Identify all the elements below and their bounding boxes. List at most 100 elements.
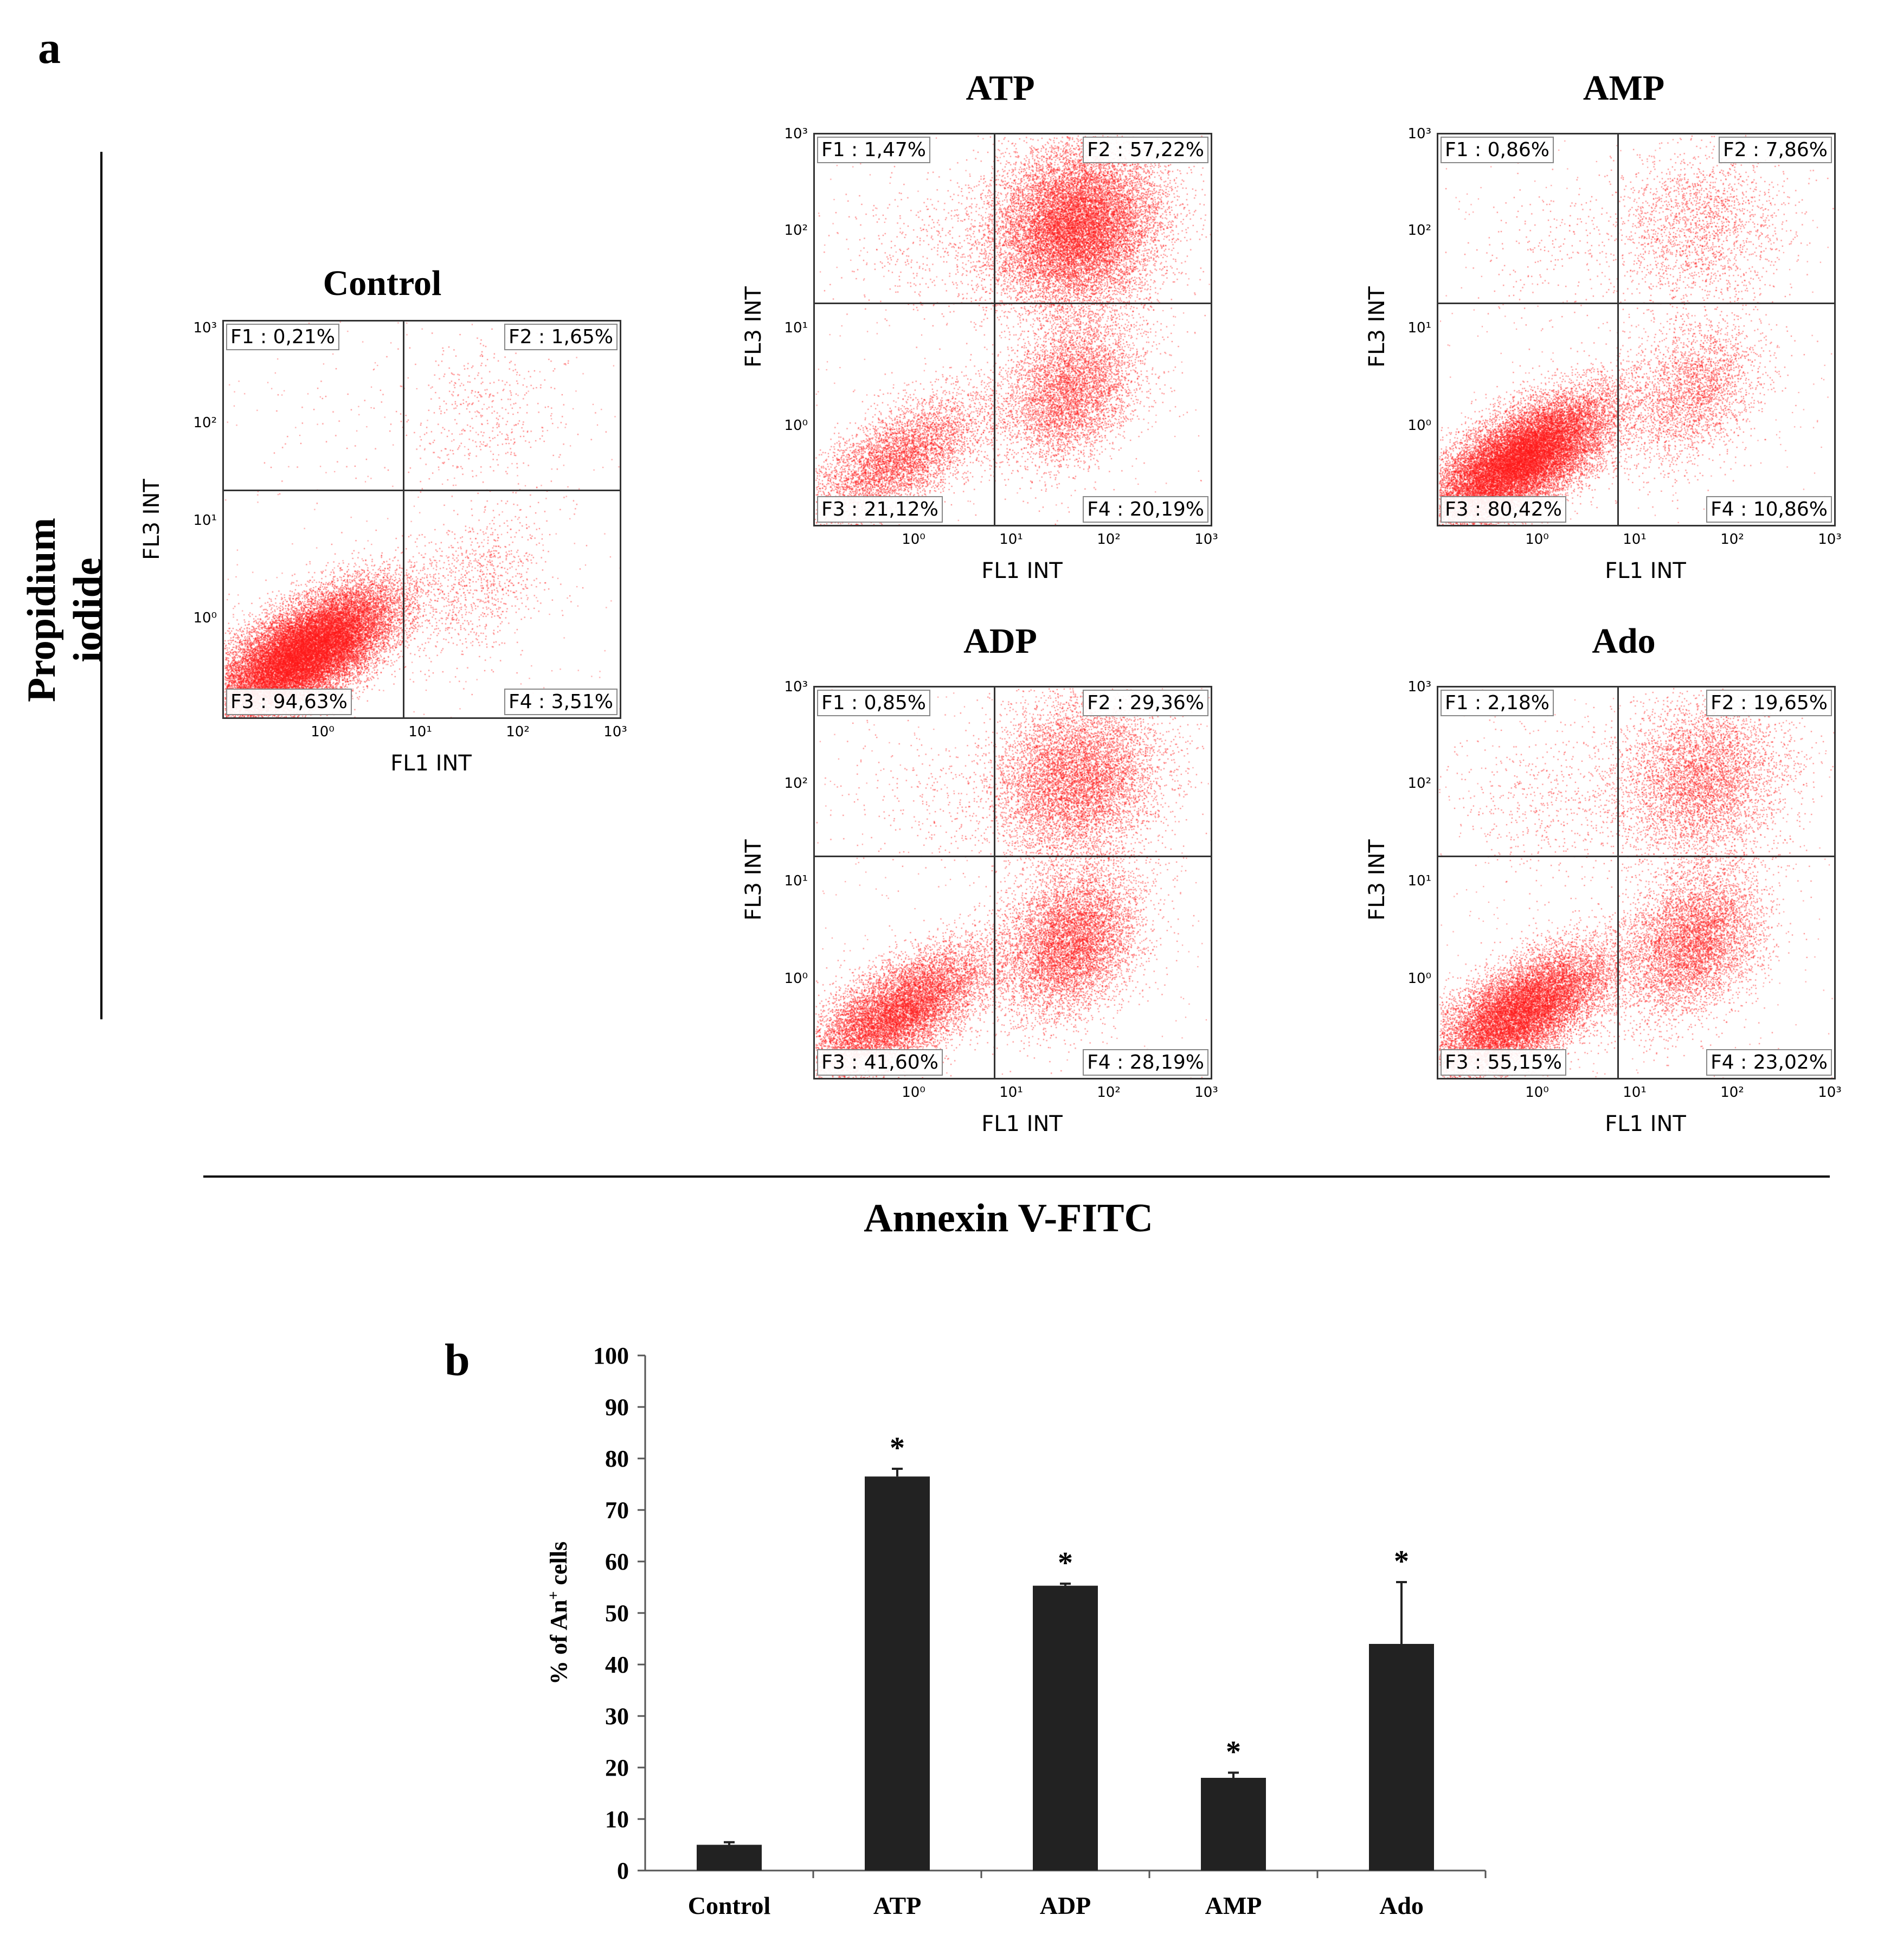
- y-tick: 10¹: [193, 512, 217, 529]
- y-tick: 10⁰: [1407, 971, 1431, 987]
- y-tick: 10²: [784, 222, 808, 239]
- x-tick-label: ATP: [873, 1892, 922, 1919]
- quadrant-label-f2: F2 : 29,36%: [1083, 690, 1208, 716]
- y-tick-label: 70: [605, 1497, 629, 1524]
- y-axis-label: % of An+ cells: [545, 1541, 573, 1685]
- quadrant-label-f4: F4 : 23,02%: [1706, 1049, 1832, 1076]
- y-tick: 10⁰: [784, 971, 808, 987]
- quadrant-horizontal-line: [815, 856, 1211, 857]
- quadrant-label-f2: F2 : 1,65%: [504, 324, 618, 350]
- facs-plot-area: F1 : 1,47% F2 : 57,22% F3 : 21,12% F4 : …: [813, 133, 1212, 526]
- y-axis-title: Propidium iodide: [20, 518, 110, 702]
- significance-marker: *: [1226, 1736, 1241, 1769]
- panel-b-letter: b: [445, 1335, 470, 1385]
- y-tick-label: 10: [605, 1806, 629, 1833]
- x-tick: 10¹: [999, 531, 1023, 548]
- facs-plot-area: F1 : 0,21% F2 : 1,65% F3 : 94,63% F4 : 3…: [222, 320, 621, 719]
- scatter-points: [815, 134, 1211, 525]
- bar: [1369, 1644, 1434, 1871]
- x-axis-label: FL1 INT: [390, 751, 472, 776]
- quadrant-label-f1: F1 : 2,18%: [1441, 690, 1554, 716]
- x-axis-label: FL1 INT: [1605, 1111, 1686, 1136]
- facs-title: Ado: [1592, 621, 1656, 661]
- x-tick: 10²: [1720, 531, 1744, 548]
- bar-chart: 0 10 20 30 40 50 60 70 80 90 100 % of An+ cells Cont…: [545, 1342, 1487, 1919]
- quadrant-vertical-line: [1617, 687, 1619, 1078]
- quadrant-label-f3: F3 : 21,12%: [817, 496, 943, 523]
- bar: [1033, 1585, 1098, 1871]
- y-tick: 10³: [784, 679, 808, 695]
- significance-marker: *: [1058, 1546, 1073, 1580]
- quadrant-horizontal-line: [1438, 856, 1834, 857]
- facs-title: ATP: [966, 68, 1035, 108]
- quadrant-label-f2: F2 : 7,86%: [1719, 137, 1832, 163]
- facs-title: ADP: [963, 621, 1037, 661]
- x-tick: 10¹: [999, 1084, 1023, 1101]
- quadrant-label-f4: F4 : 20,19%: [1083, 496, 1208, 523]
- bar: [865, 1476, 930, 1871]
- x-tick: 10⁰: [1525, 531, 1549, 548]
- quadrant-label-f1: F1 : 0,85%: [817, 690, 930, 716]
- quadrant-horizontal-line: [1438, 303, 1834, 304]
- quadrant-label-f4: F4 : 28,19%: [1083, 1049, 1208, 1076]
- y-axis-label: FL3 INT: [1365, 286, 1390, 368]
- quadrant-label-f3: F3 : 80,42%: [1441, 496, 1566, 523]
- x-tick: 10¹: [1623, 531, 1647, 548]
- scatter-points: [1438, 687, 1834, 1078]
- quadrant-horizontal-line: [815, 303, 1211, 304]
- y-axis-bracket-line: [100, 152, 102, 1019]
- quadrant-label-f1: F1 : 0,21%: [226, 324, 339, 350]
- bar: [1201, 1778, 1266, 1871]
- x-axis-bracket-line: [203, 1175, 1830, 1178]
- y-tick: 10³: [193, 320, 217, 336]
- x-tick-label: Ado: [1379, 1892, 1424, 1919]
- x-axis-label: FL1 INT: [1605, 558, 1686, 583]
- x-tick-label: AMP: [1205, 1892, 1262, 1919]
- y-tick-label: 60: [605, 1548, 629, 1575]
- y-axis-label: FL3 INT: [1365, 839, 1390, 921]
- x-tick: 10³: [603, 724, 627, 740]
- y-tick: 10⁰: [1407, 417, 1431, 434]
- facs-control: Control F1 : 0,21% F2 : 1,65% F3 : 94,63…: [125, 260, 640, 792]
- facs-plot-area: F1 : 2,18% F2 : 19,65% F3 : 55,15% F4 : …: [1437, 686, 1836, 1079]
- y-tick-label: 90: [605, 1394, 629, 1421]
- facs-plot-area: F1 : 0,86% F2 : 7,86% F3 : 80,42% F4 : 1…: [1437, 133, 1836, 526]
- quadrant-label-f4: F4 : 10,86%: [1706, 496, 1832, 523]
- facs-amp: AMP F1 : 0,86% F2 : 7,86% F3 : 80,42% F4…: [1365, 65, 1881, 596]
- y-tick: 10²: [1407, 222, 1431, 239]
- x-tick: 10²: [1097, 531, 1121, 548]
- y-tick: 10¹: [784, 320, 808, 336]
- x-axis-title: Annexin V-FITC: [864, 1196, 1153, 1241]
- scatter-points: [224, 322, 620, 717]
- y-tick: 10³: [1407, 679, 1431, 695]
- y-tick-label: 80: [605, 1445, 629, 1472]
- x-tick: 10¹: [408, 724, 432, 740]
- x-axis-label: FL1 INT: [981, 1111, 1063, 1136]
- significance-marker: *: [1394, 1545, 1409, 1578]
- quadrant-vertical-line: [403, 322, 404, 717]
- quadrant-vertical-line: [994, 687, 995, 1078]
- facs-plot-area: F1 : 0,85% F2 : 29,36% F3 : 41,60% F4 : …: [813, 686, 1212, 1079]
- facs-atp: ATP F1 : 1,47% F2 : 57,22% F3 : 21,12% F…: [741, 65, 1258, 596]
- significance-marker: *: [890, 1431, 905, 1465]
- facs-title: AMP: [1583, 68, 1665, 108]
- scatter-points: [815, 687, 1211, 1078]
- x-tick: 10³: [1194, 1084, 1218, 1101]
- y-axis-label: FL3 INT: [139, 479, 164, 560]
- quadrant-label-f4: F4 : 3,51%: [504, 689, 618, 715]
- x-tick: 10¹: [1623, 1084, 1647, 1101]
- scatter-points: [1438, 134, 1834, 525]
- y-tick-label: 50: [605, 1600, 629, 1627]
- facs-title: Control: [323, 264, 442, 303]
- y-tick-label: 0: [617, 1858, 629, 1884]
- y-tick-label: 40: [605, 1651, 629, 1678]
- quadrant-label-f1: F1 : 1,47%: [817, 137, 930, 163]
- y-tick: 10⁰: [193, 610, 217, 626]
- x-axis-label: FL1 INT: [981, 558, 1063, 583]
- quadrant-label-f1: F1 : 0,86%: [1441, 137, 1554, 163]
- x-tick: 10³: [1818, 1084, 1842, 1101]
- quadrant-vertical-line: [1617, 134, 1619, 525]
- quadrant-horizontal-line: [224, 490, 620, 491]
- quadrant-label-f3: F3 : 41,60%: [817, 1049, 943, 1076]
- quadrant-label-f3: F3 : 94,63%: [226, 689, 352, 715]
